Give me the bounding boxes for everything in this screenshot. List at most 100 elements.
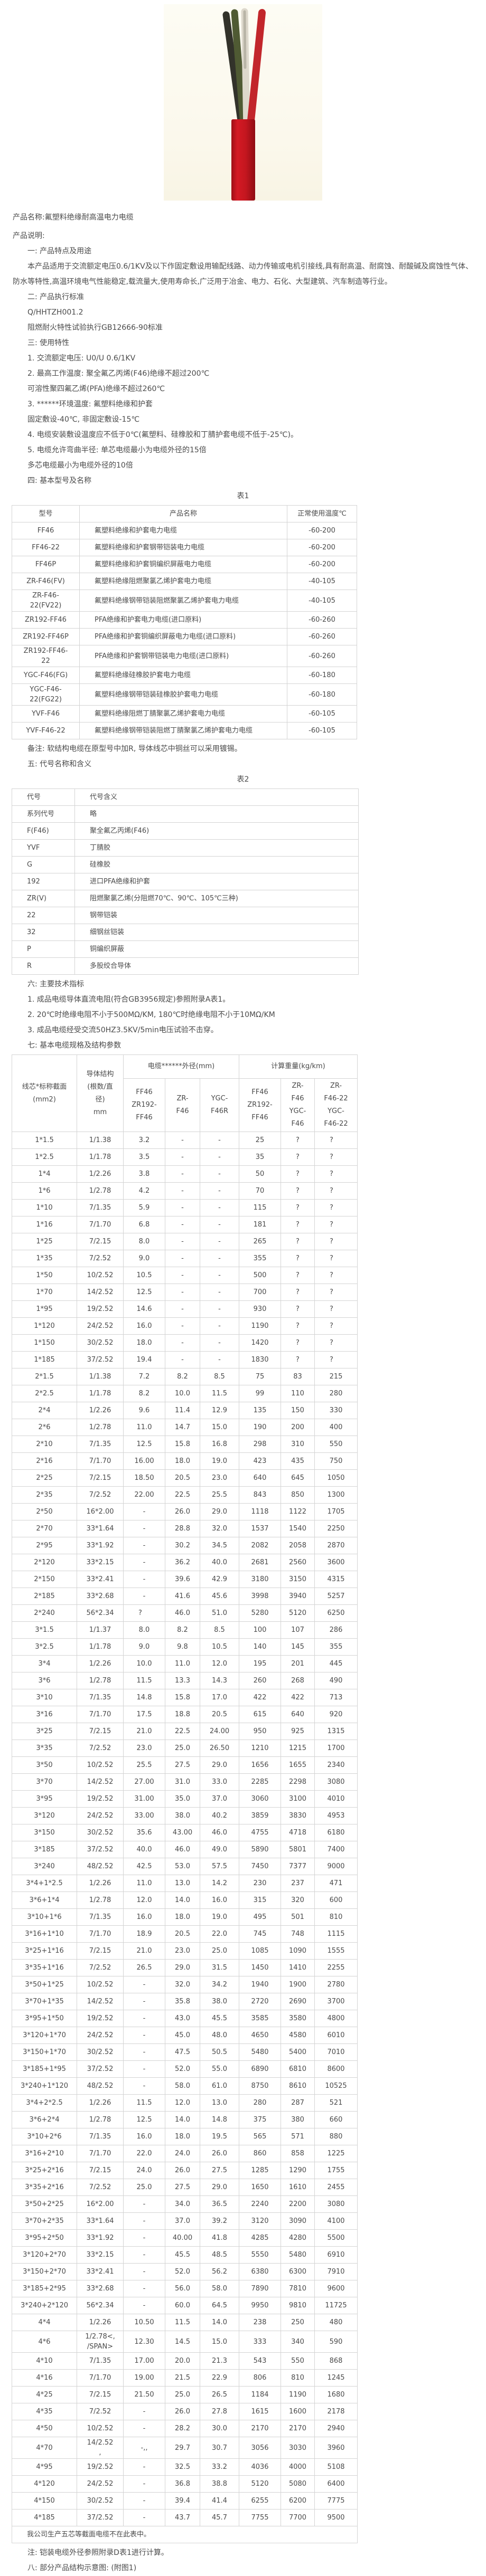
cell: 7/1.35 bbox=[77, 1436, 124, 1453]
cell: - bbox=[200, 1300, 239, 1318]
cell: 5550 bbox=[239, 2246, 281, 2264]
cell: 3*10+1*6 bbox=[12, 1908, 77, 1926]
cell: 12.0 bbox=[123, 1891, 165, 1909]
spec-table-row: 3*4+1*2.5 1/2.26 11.0 13.0 14.2 230 237 471 bbox=[12, 1875, 358, 1892]
cell: 33*2.15 bbox=[77, 1554, 124, 1571]
cell: 70 bbox=[239, 1182, 281, 1200]
paragraph: 三: 使用特性 bbox=[27, 339, 70, 347]
cell: - bbox=[200, 1132, 239, 1149]
cell: 3*185+2*95 bbox=[12, 2280, 77, 2297]
spec-table-row: 1*10 7/1.35 5.9- -115?? bbox=[12, 1199, 358, 1216]
cell: 1/2.26 bbox=[77, 2094, 124, 2112]
cell: 25.0 bbox=[200, 1942, 239, 1960]
spec-table-row: 3*70+1*35 14/2.52-35.8 38.0 2720 2690 3700 bbox=[12, 1993, 358, 2010]
cell: 51.0 bbox=[200, 1604, 239, 1622]
cell: ? bbox=[281, 1148, 315, 1166]
cell: 4580 bbox=[281, 2027, 315, 2044]
cell: 7/1.35 bbox=[77, 1908, 124, 1926]
cell: ? bbox=[281, 1300, 315, 1318]
cell: 多股绞合导体 bbox=[74, 957, 359, 975]
spec-table-row: 3*10 7/1.35 14.8 15.8 17.0 422 422 713 bbox=[12, 1689, 358, 1706]
cell: 2298 bbox=[281, 1773, 315, 1791]
cell: 2200 bbox=[281, 2195, 315, 2213]
cell: 11.0 bbox=[123, 1419, 165, 1436]
model-table-row: FF46 氟塑料绝缘和护套电力电缆 -60-200 bbox=[12, 522, 357, 539]
cell: - bbox=[200, 1284, 239, 1301]
cell: 27.5 bbox=[200, 2162, 239, 2179]
cell: 41.4 bbox=[200, 2492, 239, 2510]
cell: 7/1.70 bbox=[77, 1925, 124, 1943]
cell: 14.5 bbox=[165, 2331, 200, 2353]
cell: ? bbox=[314, 1351, 358, 1368]
cell: 1615 bbox=[239, 2403, 281, 2420]
cell: 1656 bbox=[239, 1756, 281, 1774]
cell: 6010 bbox=[314, 2027, 358, 2044]
cell: - bbox=[200, 1317, 239, 1335]
cell: 4*185 bbox=[12, 2509, 77, 2526]
cable-jacket bbox=[231, 119, 255, 201]
cell: 38.0 bbox=[165, 1807, 200, 1824]
spec-table-row: 3*185+1*95 37/2.52-52.0 55.0 6890 6810 8600 bbox=[12, 2060, 358, 2078]
cell: 11.5 bbox=[123, 2094, 165, 2112]
cell: -60-200 bbox=[287, 556, 357, 573]
cell: 45.5 bbox=[200, 2010, 239, 2027]
cell: 32 bbox=[12, 924, 75, 941]
cell: 11.0 bbox=[123, 1875, 165, 1892]
subheader-wt-ff46: FF46 ZR192- FF46 bbox=[239, 1078, 281, 1132]
cell: 843 bbox=[239, 1486, 281, 1504]
cell: 8.2 bbox=[165, 1621, 200, 1639]
cell: 2*150 bbox=[12, 1571, 77, 1588]
footer-text: 注: 铠装电缆外径参照附录D表1进行计算。 八: 部分产品结构示意图: (附图1) bbox=[0, 2545, 486, 2576]
spec-footnote-row: 我公司生产五芯等截面电缆不在此表中。 bbox=[12, 2526, 358, 2543]
cell: 4953 bbox=[314, 1807, 358, 1824]
cell: 2780 bbox=[314, 1976, 358, 1993]
cell: 645 bbox=[281, 1469, 315, 1487]
cell: 48/2.52 bbox=[77, 1858, 124, 1875]
cell: 28.2 bbox=[165, 2420, 200, 2437]
cell: 37/2.52 bbox=[77, 2060, 124, 2078]
cell: 14.8 bbox=[123, 1689, 165, 1706]
cell: FF46-22 bbox=[12, 539, 80, 556]
paragraph: 多芯电缆最小为电缆外径的10倍 bbox=[27, 461, 133, 470]
cell: 1540 bbox=[281, 1520, 315, 1537]
cell: 12.9 bbox=[200, 1402, 239, 1419]
cell: 265 bbox=[239, 1233, 281, 1250]
col-header-temp: 正常使用温度℃ bbox=[287, 505, 357, 522]
spec-table-row: 3*4 1/2.26 10.0 11.0 12.0 195 201 445 bbox=[12, 1655, 358, 1672]
cell: 375 bbox=[239, 2111, 281, 2128]
cell: 33.0 bbox=[200, 1773, 239, 1791]
cell: 5801 bbox=[281, 1841, 315, 1858]
cell: ? bbox=[281, 1334, 315, 1352]
cell: 19.4 bbox=[123, 1351, 165, 1368]
cell: 氟塑料绝缘阻燃丁腈聚氯乙烯护套电力电缆 bbox=[79, 705, 287, 723]
paragraph: 2. 最高工作温度: 聚全氟乙丙烯(F46)绝缘不超过200℃ bbox=[27, 369, 210, 378]
cell: - bbox=[200, 1148, 239, 1166]
cell: 287 bbox=[281, 2094, 315, 2112]
cell: 28.8 bbox=[165, 1520, 200, 1537]
cell: 52.0 bbox=[165, 2060, 200, 2078]
cell: 11.5 bbox=[200, 1385, 239, 1402]
cell: 56.0 bbox=[165, 2280, 200, 2297]
cell: 26.0 bbox=[165, 1503, 200, 1520]
cell: 21.0 bbox=[123, 1723, 165, 1740]
cell: 423 bbox=[239, 1452, 281, 1470]
cell: 2455 bbox=[314, 2179, 358, 2196]
cell: -,, bbox=[123, 2437, 165, 2459]
cell: 36.2 bbox=[165, 1554, 200, 1571]
cell: 氟塑料绝缘和护套铜编织屏蔽电力电缆 bbox=[79, 556, 287, 573]
cell: 860 bbox=[239, 2145, 281, 2162]
cell: 41.8 bbox=[200, 2229, 239, 2247]
cell: 3*120 bbox=[12, 1807, 77, 1824]
cell: 3*1.5 bbox=[12, 1621, 77, 1639]
cell: 1*10 bbox=[12, 1199, 77, 1216]
cell: 435 bbox=[281, 1452, 315, 1470]
cell: 11.0 bbox=[165, 1655, 200, 1672]
cell: 9500 bbox=[314, 2509, 358, 2526]
cell: 氟塑料绝缘阻燃聚氯乙烯护套电力电缆 bbox=[79, 573, 287, 590]
cell: -60-105 bbox=[287, 705, 357, 723]
cell: 6300 bbox=[281, 2263, 315, 2280]
cell: 31.00 bbox=[123, 1790, 165, 1808]
table-header-row: 型号 产品名称 正常使用温度℃ bbox=[12, 505, 357, 522]
cell: 1115 bbox=[314, 1925, 358, 1943]
cell: 41.6 bbox=[165, 1588, 200, 1605]
